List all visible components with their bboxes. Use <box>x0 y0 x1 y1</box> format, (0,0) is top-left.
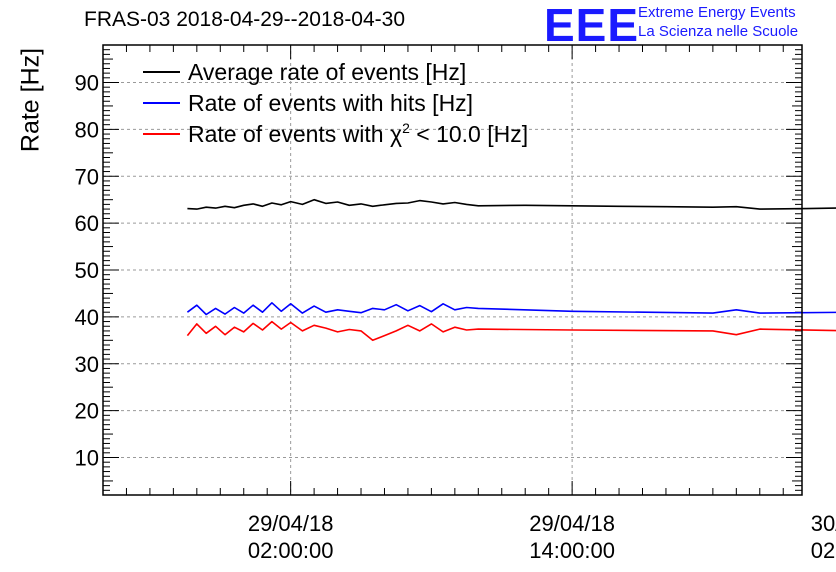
x-tick-time: 02:00:00 <box>248 538 334 563</box>
legend-label-3: Rate of events with χ2 < 10.0 [Hz] <box>188 120 528 147</box>
y-tick-label: 60 <box>75 211 99 236</box>
y-tick-label: 40 <box>75 305 99 330</box>
logo-line-2: La Scienza nelle Scuole <box>638 23 799 40</box>
x-tick-date: 29/04/18 <box>529 511 615 536</box>
y-tick-label: 90 <box>75 71 99 96</box>
legend-label-2: Rate of events with hits [Hz] <box>188 90 473 116</box>
eee-logo: EEE <box>544 0 640 51</box>
x-tick-time: 02:00:00 <box>811 538 836 563</box>
plot-frame <box>102 44 803 496</box>
x-tick-date: 29/04/18 <box>248 511 334 536</box>
y-tick-label: 30 <box>75 352 99 377</box>
x-tick-time: 14:00:00 <box>529 538 615 563</box>
y-tick-label: 80 <box>75 117 99 142</box>
x-tick-date: 30/04/18 <box>811 511 836 536</box>
logo-caption: Extreme Energy Events La Scienza nelle S… <box>638 3 798 41</box>
chi2-rate-line <box>186 320 836 342</box>
y-tick-label: 20 <box>75 399 99 424</box>
logo-line-1: Extreme Energy Events <box>638 4 796 21</box>
y-tick-label: 10 <box>75 446 99 471</box>
y-tick-label: 70 <box>75 164 99 189</box>
chart-title: FRAS-03 2018-04-29--2018-04-30 <box>84 8 406 31</box>
y-tick-label: 50 <box>75 258 99 283</box>
hits-rate-line <box>186 301 836 316</box>
average-rate-line <box>187 198 836 210</box>
legend-label-1: Average rate of events [Hz] <box>188 59 466 85</box>
